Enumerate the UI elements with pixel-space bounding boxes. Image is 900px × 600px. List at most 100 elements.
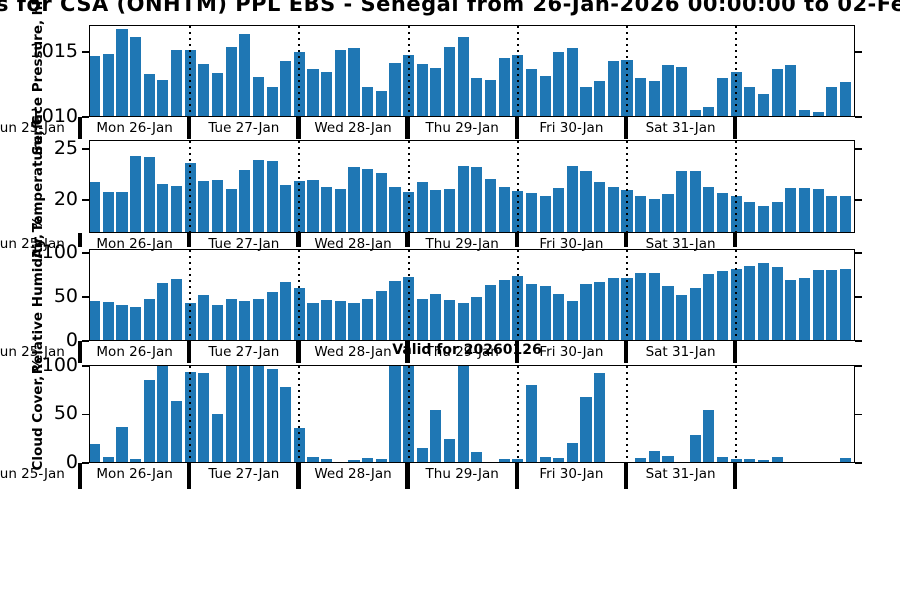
bar xyxy=(443,299,456,340)
bar xyxy=(757,206,770,232)
bar xyxy=(116,28,128,116)
bar xyxy=(580,283,592,340)
bar xyxy=(198,295,210,340)
bar xyxy=(676,171,688,232)
bar xyxy=(225,298,237,340)
bar xyxy=(252,366,265,462)
day-separator-line xyxy=(516,26,519,116)
day-separator-line xyxy=(298,141,301,232)
bar xyxy=(689,434,701,462)
bar xyxy=(389,366,401,462)
day-separator-line xyxy=(735,250,738,340)
bar xyxy=(689,171,701,232)
day-boundary-mark xyxy=(187,463,192,489)
tick-label: 100 xyxy=(41,240,78,263)
bar xyxy=(443,188,456,232)
day-boundary-mark xyxy=(77,233,83,247)
plot-area xyxy=(89,249,855,341)
bar xyxy=(307,179,319,232)
bar xyxy=(757,460,770,462)
bar xyxy=(90,443,101,462)
bar xyxy=(130,156,142,232)
bar xyxy=(676,66,688,116)
bar xyxy=(198,64,210,116)
bar xyxy=(239,170,251,232)
bar xyxy=(648,80,660,116)
bar xyxy=(703,106,715,116)
bar xyxy=(798,187,811,232)
bar xyxy=(389,62,401,116)
day-boundary-mark xyxy=(77,117,83,139)
day-boundary-mark xyxy=(187,117,192,139)
bar xyxy=(771,202,783,232)
bar xyxy=(239,366,251,462)
bar xyxy=(321,459,333,462)
bar xyxy=(362,169,374,232)
tick-label: 1015 xyxy=(29,40,78,63)
day-boundary-mark xyxy=(733,463,738,489)
bar xyxy=(635,78,647,116)
bar xyxy=(566,442,578,462)
bar xyxy=(498,459,510,462)
day-separator-line xyxy=(626,141,628,232)
bar xyxy=(334,188,346,232)
tick-label: 1010 xyxy=(29,105,78,127)
day-label: Wed 28-Jan xyxy=(314,120,392,136)
bar xyxy=(826,87,838,116)
day-separator-line xyxy=(298,26,301,116)
y-axis-label: Cloud Cover, % xyxy=(30,357,46,471)
day-boundary-mark xyxy=(296,341,301,363)
tick-mark xyxy=(82,199,89,201)
bar xyxy=(211,179,224,232)
bar xyxy=(130,306,142,340)
bar xyxy=(566,166,578,232)
bar xyxy=(580,397,592,462)
bar xyxy=(744,202,756,232)
bar xyxy=(594,372,606,462)
tick-mark xyxy=(82,51,89,53)
tick-mark xyxy=(855,116,862,118)
bar xyxy=(839,82,851,116)
bar xyxy=(525,283,538,340)
bar xyxy=(703,409,715,462)
day-separator-line xyxy=(626,250,628,340)
bar xyxy=(225,188,237,232)
day-label: Sat 31-Jan xyxy=(645,344,716,360)
day-separator-line xyxy=(735,26,738,116)
bar xyxy=(266,161,278,232)
bar xyxy=(157,183,169,232)
bar xyxy=(266,368,278,462)
bar xyxy=(430,409,442,462)
bar xyxy=(785,65,797,116)
bar xyxy=(334,49,346,116)
bar xyxy=(785,280,797,340)
bar xyxy=(211,304,224,340)
bar xyxy=(170,400,183,462)
bar xyxy=(525,69,538,116)
bar xyxy=(594,181,606,232)
bar xyxy=(703,186,715,232)
bar xyxy=(471,78,483,116)
day-separator-line xyxy=(189,26,192,116)
bar xyxy=(416,448,428,462)
bar xyxy=(607,186,619,232)
day-boundary-mark xyxy=(296,463,301,489)
bar xyxy=(430,189,442,232)
tick-label: 50 xyxy=(53,284,78,307)
bar xyxy=(648,273,660,340)
day-separator-line xyxy=(626,26,628,116)
tick-mark xyxy=(82,252,89,254)
bar xyxy=(662,456,674,462)
day-separator-line xyxy=(407,26,410,116)
day-boundary-mark xyxy=(623,117,629,139)
day-boundary-mark xyxy=(733,341,738,363)
day-label: Mon 26-Jan xyxy=(96,344,173,360)
tick-mark xyxy=(855,252,862,254)
bar xyxy=(812,188,824,232)
bar xyxy=(307,303,319,340)
day-label: Tue 27-Jan xyxy=(208,236,280,252)
day-label: Fri 30-Jan xyxy=(539,120,604,136)
day-boundary-mark xyxy=(514,463,519,489)
plot-area xyxy=(89,25,855,117)
bar xyxy=(239,34,251,116)
